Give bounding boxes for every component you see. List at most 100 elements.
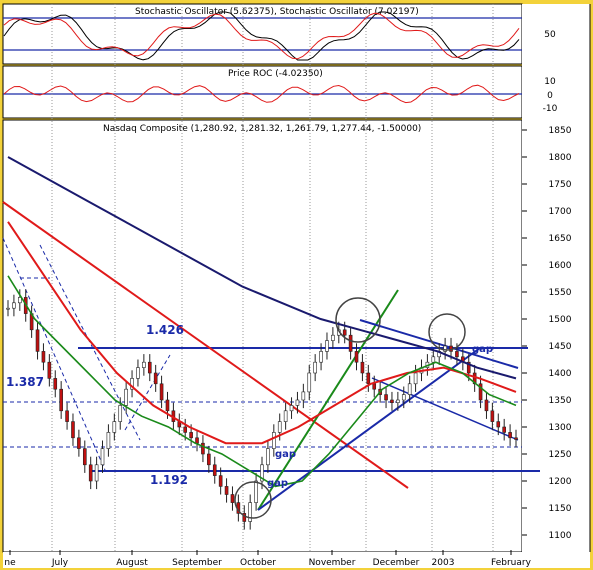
candle-body — [195, 437, 199, 444]
candle-body — [443, 345, 447, 352]
candle-body — [159, 383, 164, 401]
circle-low — [234, 481, 272, 519]
price-y-label: 1600 — [549, 261, 572, 271]
indicator-y-label: -10 — [543, 104, 558, 114]
candle-body — [248, 502, 252, 522]
x-tick-label: October — [240, 558, 276, 568]
candle-body — [47, 361, 52, 379]
candle-body — [71, 421, 75, 439]
candle-body — [260, 464, 264, 482]
moving-averages — [7, 156, 517, 488]
candle-body — [301, 391, 306, 401]
candle-body — [289, 405, 294, 412]
candle-body — [484, 399, 489, 412]
price-y-label: 1700 — [549, 207, 572, 217]
candle-body — [372, 383, 377, 390]
price-y-label: 1450 — [549, 342, 572, 352]
stoch-title: Stochastic Oscillator (5.62375), Stochas… — [135, 7, 419, 17]
candle-body — [100, 448, 105, 466]
candle-body — [35, 329, 40, 352]
candle-body — [130, 378, 134, 390]
candle-body — [41, 351, 46, 363]
price-y-label: 1150 — [549, 504, 572, 514]
candle-body — [396, 399, 400, 403]
candle-body — [319, 351, 323, 363]
x-tick-label: ne — [4, 558, 16, 568]
level-1192: 1.192 — [150, 473, 188, 487]
candle-body — [283, 410, 288, 422]
candle-body — [88, 464, 93, 482]
candle-body — [401, 394, 406, 401]
candle-body — [490, 410, 495, 422]
candle-body — [466, 361, 471, 374]
price-y-label: 1550 — [549, 288, 572, 298]
indicator-y-label: 10 — [544, 77, 556, 87]
candle-body — [142, 361, 146, 368]
candle-body — [230, 494, 235, 503]
candle-body — [496, 421, 501, 428]
indicator-y-axis: 50 10 0 -10 — [543, 30, 558, 114]
candle-body — [189, 432, 193, 439]
candle-body — [212, 464, 217, 476]
candle-body — [18, 297, 22, 304]
x-tick-label: September — [172, 558, 222, 568]
x-tick-label: August — [116, 558, 148, 568]
price-y-label: 1350 — [549, 396, 572, 406]
candle-body — [514, 437, 518, 440]
candle-body — [254, 480, 258, 503]
candle-body — [112, 421, 117, 433]
right-axis-area — [522, 4, 590, 552]
price-y-label: 1750 — [549, 180, 572, 190]
x-tick-label: February — [491, 558, 532, 568]
candle-body — [307, 372, 312, 393]
candle-body — [313, 361, 317, 374]
x-axis-area — [3, 552, 590, 568]
candle-body — [478, 383, 483, 401]
price-y-label: 1200 — [549, 477, 572, 487]
gap-label-3: gap — [472, 344, 493, 355]
candle-body — [207, 453, 211, 466]
candle-body — [136, 367, 140, 379]
price-y-label: 1850 — [549, 126, 572, 136]
level-1387: 1.387 — [6, 375, 44, 389]
candle-body — [77, 437, 81, 449]
candle-body — [390, 399, 394, 403]
x-tick-label: July — [51, 558, 69, 568]
candle-body — [502, 426, 506, 433]
stoch-panel — [2, 3, 523, 65]
moving-average-line — [7, 221, 517, 445]
x-axis: ne July August September October November Dece… — [4, 550, 532, 568]
price-y-label: 1250 — [549, 450, 572, 460]
candle-body — [266, 448, 270, 466]
indicator-y-label: 50 — [544, 30, 556, 40]
candle-body — [508, 432, 512, 439]
stoch-line-fast — [3, 11, 520, 61]
price-y-label: 1500 — [549, 315, 572, 325]
vertical-grid — [51, 4, 494, 552]
candle-body — [277, 421, 282, 433]
gap-label-1: gap — [275, 449, 296, 460]
price-y-label: 1300 — [549, 423, 572, 433]
candle-body — [94, 464, 99, 482]
price-y-axis: 1850 1800 1750 1700 1650 1600 1550 1500 1450 1400… — [522, 126, 572, 541]
candle-body — [342, 329, 347, 336]
candle-body — [431, 356, 436, 363]
price-y-label: 1650 — [549, 234, 572, 244]
candle-body — [153, 372, 158, 385]
candle-body — [325, 340, 329, 352]
candle-body — [82, 448, 87, 466]
price-y-label: 1100 — [549, 531, 572, 541]
circle-peak1 — [335, 297, 381, 343]
candle-body — [407, 383, 412, 395]
candle-body — [59, 388, 63, 412]
roc-line — [3, 84, 520, 104]
candle-body — [354, 351, 359, 363]
circle-peak2 — [428, 313, 466, 351]
candle-body — [455, 351, 459, 358]
roc-panel — [2, 65, 523, 119]
candle-body — [413, 372, 418, 385]
candle-body — [360, 361, 365, 374]
price-title: Nasdaq Composite (1,280.92, 1,281.32, 1,… — [103, 124, 421, 134]
